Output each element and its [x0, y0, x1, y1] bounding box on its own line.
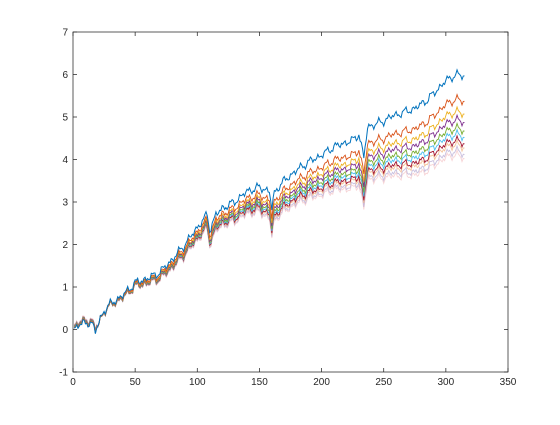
series-layer	[73, 68, 465, 334]
y-tick-label-1: 1	[62, 283, 68, 294]
x-tick-label-100: 100	[189, 377, 206, 388]
y-tick-label-3: 3	[62, 198, 68, 209]
x-tick-label-300: 300	[438, 377, 455, 388]
x-tick-label-200: 200	[313, 377, 330, 388]
x-tick-label-50: 50	[130, 377, 142, 388]
x-tick-label-150: 150	[251, 377, 268, 388]
y-tick-label-4: 4	[62, 155, 68, 166]
x-tick-label-0: 0	[70, 377, 76, 388]
series-line-3	[73, 105, 465, 333]
series-line-2	[73, 93, 465, 334]
y-tick-label-5: 5	[62, 113, 68, 124]
series-line-1	[73, 68, 465, 334]
y-tick-label-2: 2	[62, 240, 68, 251]
y-tick-label-7: 7	[62, 28, 68, 39]
y-tick-label-6: 6	[62, 70, 68, 81]
x-tick-label-250: 250	[375, 377, 392, 388]
x-tick-label-350: 350	[500, 377, 517, 388]
y-tick-label--1: -1	[59, 368, 68, 379]
y-tick-label-0: 0	[62, 325, 68, 336]
